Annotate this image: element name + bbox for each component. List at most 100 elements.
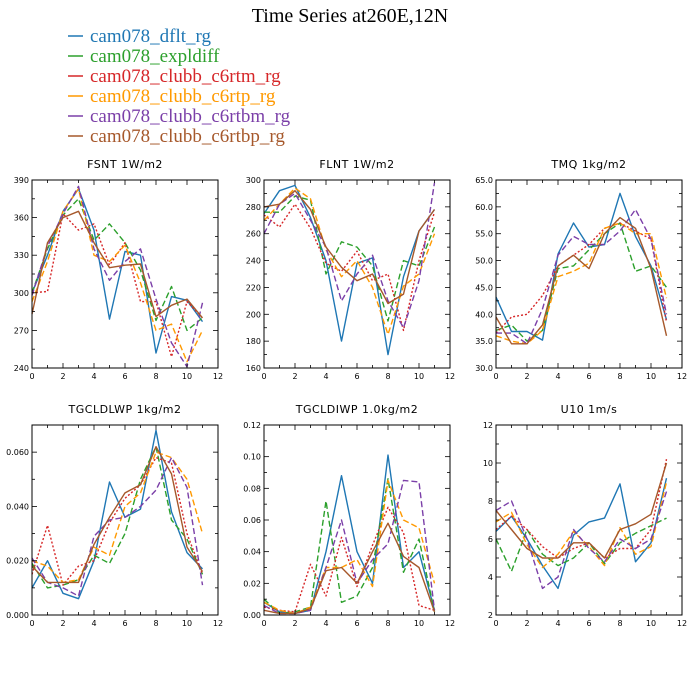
series-line — [263, 479, 436, 615]
y-tick-label: 0.02 — [243, 579, 261, 588]
x-tick-label: 4 — [91, 372, 96, 381]
panel-title: FLNT 1W/m2 — [319, 158, 394, 171]
series-line — [495, 517, 667, 572]
series-line — [31, 456, 204, 597]
x-tick-label: 8 — [153, 372, 158, 381]
series-line — [31, 185, 204, 368]
y-tick-label: 10 — [483, 459, 493, 468]
chart-panels: FSNT 1W/m20 2 4 6 8 10 12240270300330360390FLN… — [6, 158, 687, 628]
series-line — [495, 459, 668, 559]
chart-panel: FSNT 1W/m2 0 2 4 6 8 10 12 240 270 300 330 360 390 — [14, 158, 223, 381]
x-tick-label: 0 — [261, 372, 266, 381]
series-line — [31, 456, 204, 586]
y-tick-label: 0.04 — [243, 548, 261, 557]
legend-label: cam078_expldiff — [90, 46, 220, 67]
y-tick-label: 330 — [14, 251, 29, 260]
series-line — [263, 454, 436, 615]
x-tick-label: 4 — [91, 619, 96, 628]
x-tick-label: 8 — [385, 372, 390, 381]
y-tick-label: 2 — [488, 611, 493, 620]
x-tick-label: 6 — [354, 619, 359, 628]
x-tick-label: 2 — [524, 619, 529, 628]
x-tick-label: 4 — [323, 372, 328, 381]
x-tick-label: 6 — [122, 372, 127, 381]
series-line — [495, 222, 668, 334]
y-tick-label: 30.0 — [475, 364, 493, 373]
x-tick-label: 2 — [524, 372, 529, 381]
y-tick-label: 360 — [14, 214, 29, 223]
x-tick-label: 12 — [677, 619, 687, 628]
x-tick-label: 8 — [153, 619, 158, 628]
y-tick-label: 240 — [14, 364, 29, 373]
legend-item: cam078_dflt_rg — [68, 26, 212, 47]
series-line — [263, 189, 436, 305]
series-line — [495, 491, 668, 590]
legend-label: cam078_clubb_c6rtp_rg — [90, 86, 276, 107]
y-tick-label: 0.020 — [6, 557, 29, 566]
x-tick-label: 4 — [555, 619, 560, 628]
chart-panel: TMQ 1kg/m2 0 2 4 6 8 10 12 30.0 35.0 40.0 45.0 50.0 5… — [475, 158, 687, 381]
y-tick-label: 220 — [246, 283, 261, 292]
y-tick-label: 280 — [246, 203, 261, 212]
series-line — [31, 188, 204, 363]
y-tick-label: 0.060 — [6, 448, 29, 457]
chart-panel: TGCLDLWP 1kg/m2 0 2 4 6 8 10 12 0.000 0.020 0.040 0… — [6, 403, 223, 628]
y-tick-label: 390 — [14, 176, 29, 185]
x-tick-label: 6 — [122, 619, 127, 628]
figure-title: Time Series at260E,12N — [252, 5, 448, 27]
series-line — [495, 192, 668, 341]
x-tick-label: 12 — [213, 619, 223, 628]
series-line — [31, 451, 204, 584]
plot-frame — [495, 424, 683, 616]
x-tick-label: 8 — [617, 372, 622, 381]
series-line — [31, 213, 204, 358]
legend-item: cam078_expldiff — [68, 46, 220, 67]
legend-item: cam078_clubb_c6rtm_rg — [68, 66, 281, 87]
x-tick-label: 12 — [677, 372, 687, 381]
y-tick-label: 12 — [483, 421, 493, 430]
x-tick-label: 2 — [292, 619, 297, 628]
panel-title: TGCLDIWP 1.0kg/m2 — [295, 403, 419, 416]
x-tick-label: 6 — [354, 372, 359, 381]
x-tick-label: 0 — [29, 372, 34, 381]
y-tick-label: 0.00 — [243, 611, 261, 620]
legend-label: cam078_clubb_c6rtbm_rg — [90, 106, 291, 127]
chart-panel: TGCLDIWP 1.0kg/m2 0 2 4 6 8 10 12 0.00 0.02 0.04 0.… — [243, 403, 455, 628]
series-line — [31, 446, 204, 584]
legend-item: cam078_clubb_c6rtbp_rg — [68, 126, 285, 147]
y-tick-label: 0.12 — [243, 421, 261, 430]
x-tick-label: 2 — [60, 372, 65, 381]
legend-item: cam078_clubb_c6rtp_rg — [68, 86, 276, 107]
y-tick-label: 240 — [246, 257, 261, 266]
y-tick-label: 60.0 — [475, 203, 493, 212]
panel-title: TGCLDLWP 1kg/m2 — [68, 403, 182, 416]
y-tick-label: 45.0 — [475, 283, 493, 292]
plot-frame — [31, 179, 219, 369]
y-tick-label: 260 — [246, 230, 261, 239]
y-tick-label: 300 — [14, 289, 29, 298]
y-tick-label: 0.06 — [243, 516, 261, 525]
y-tick-label: 0.10 — [243, 453, 261, 462]
y-tick-label: 6 — [488, 535, 493, 544]
series-line — [263, 479, 436, 615]
x-tick-label: 4 — [555, 372, 560, 381]
x-tick-label: 0 — [29, 619, 34, 628]
x-tick-label: 2 — [60, 619, 65, 628]
y-tick-label: 8 — [488, 497, 493, 506]
x-tick-label: 10 — [182, 619, 192, 628]
x-tick-label: 12 — [445, 619, 455, 628]
series-line — [495, 222, 668, 342]
x-tick-label: 10 — [414, 619, 424, 628]
x-tick-label: 10 — [646, 372, 656, 381]
panel-title: TMQ 1kg/m2 — [550, 158, 626, 171]
y-tick-label: 270 — [14, 326, 29, 335]
x-tick-label: 0 — [493, 372, 498, 381]
series-line — [31, 429, 204, 600]
legend-label: cam078_clubb_c6rtm_rg — [90, 66, 281, 87]
series-line — [495, 216, 668, 345]
y-tick-label: 65.0 — [475, 176, 493, 185]
y-tick-label: 180 — [246, 337, 261, 346]
x-tick-label: 6 — [586, 619, 591, 628]
x-tick-label: 10 — [182, 372, 192, 381]
